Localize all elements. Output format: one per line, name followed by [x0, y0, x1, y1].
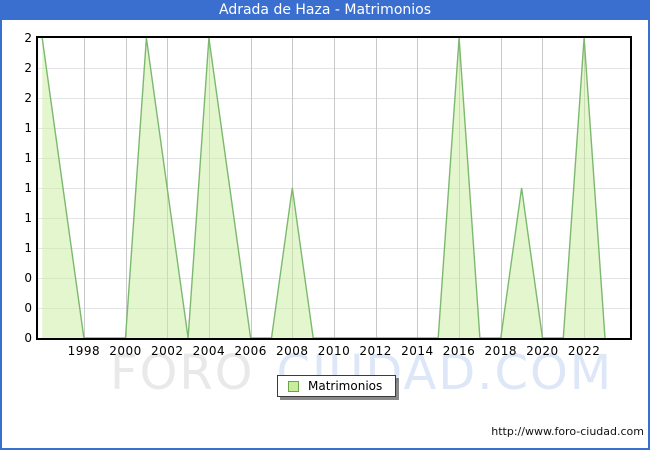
y-tick-label: 2	[24, 91, 32, 105]
y-tick-label: 1	[24, 151, 32, 165]
x-tick-label: 2004	[192, 344, 226, 358]
x-tick-label: 2008	[276, 344, 309, 358]
plot-area	[38, 38, 630, 338]
y-tick-label: 1	[24, 241, 32, 255]
y-tick-label: 2	[24, 31, 32, 45]
x-tick-label: 2014	[401, 344, 434, 358]
y-tick-label: 1	[24, 121, 32, 135]
x-tick-label: 2020	[526, 344, 559, 358]
line-series-matrimonios	[41, 38, 606, 338]
y-tick-label: 0	[24, 301, 32, 315]
legend-label: Matrimonios	[308, 379, 383, 393]
x-tick-label: 2006	[234, 344, 267, 358]
y-tick-label: 1	[24, 211, 32, 225]
chart-title: Adrada de Haza - Matrimonios	[0, 0, 650, 20]
site-url: http://www.foro-ciudad.com	[491, 425, 644, 438]
legend-swatch-icon	[288, 380, 299, 392]
watermark-foro: FORO	[110, 345, 255, 401]
y-tick-label: 0	[24, 331, 32, 345]
y-tick-label: 0	[24, 271, 32, 285]
x-tick-label: 2018	[484, 344, 518, 358]
x-tick-label: 2022	[567, 344, 601, 358]
frame-border-left	[0, 20, 2, 450]
y-tick-label: 2	[24, 61, 32, 75]
x-tick-label: 1998	[67, 344, 101, 358]
x-tick-label: 2010	[317, 344, 351, 358]
frame-border-right	[648, 20, 650, 450]
frame-border-bottom	[0, 448, 650, 450]
x-tick-label: 2002	[150, 344, 184, 358]
x-tick-label: 2012	[359, 344, 392, 358]
x-tick-label: 2000	[109, 344, 142, 358]
y-tick-label: 1	[24, 181, 32, 195]
x-tick-label: 2016	[442, 344, 476, 358]
legend: Matrimonios	[277, 375, 397, 397]
